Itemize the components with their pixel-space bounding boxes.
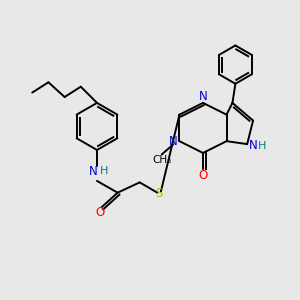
Text: N: N bbox=[89, 165, 98, 178]
Text: CH₃: CH₃ bbox=[152, 155, 171, 165]
Text: N: N bbox=[199, 90, 207, 103]
Text: N: N bbox=[249, 139, 258, 152]
Text: O: O bbox=[95, 206, 105, 219]
Text: S: S bbox=[155, 188, 162, 200]
Text: N: N bbox=[169, 135, 177, 148]
Text: O: O bbox=[198, 169, 208, 182]
Text: H: H bbox=[100, 167, 109, 176]
Text: H: H bbox=[258, 141, 267, 151]
